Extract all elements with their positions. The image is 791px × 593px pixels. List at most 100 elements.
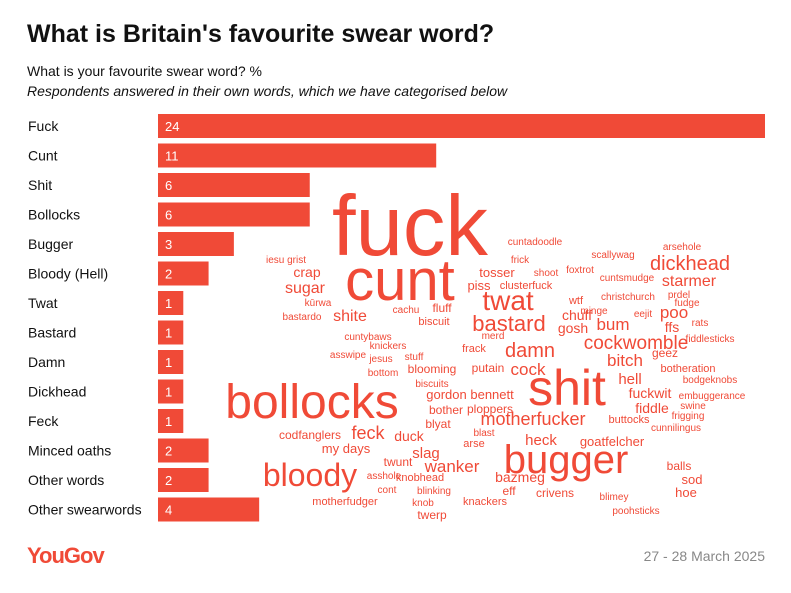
cloud-word: merd <box>482 331 505 342</box>
cloud-word: frick <box>511 255 530 266</box>
bar <box>158 261 209 286</box>
cloud-word: blinking <box>417 486 451 497</box>
cloud-word: biscuit <box>418 316 449 328</box>
cloud-word: bastardo <box>283 312 322 323</box>
cloud-word: foxtrot <box>566 265 594 276</box>
cloud-word: minge <box>580 306 608 317</box>
cloud-word: my days <box>322 441 371 456</box>
cloud-word: cont <box>378 485 397 496</box>
value-label: 1 <box>165 414 172 429</box>
cloud-word: motherfucker <box>480 409 585 429</box>
cloud-word: balls <box>667 459 692 473</box>
cloud-word: bugger <box>504 438 629 482</box>
y-tick-label: Cunt <box>28 148 58 164</box>
cloud-word: shoot <box>534 268 559 279</box>
bar <box>158 173 310 197</box>
bar <box>158 320 184 345</box>
cloud-word: bottom <box>368 368 399 379</box>
cloud-word: hoe <box>675 485 697 500</box>
cloud-word: ffs <box>665 319 680 335</box>
cloud-word: arse <box>463 438 484 450</box>
value-label: 6 <box>165 208 172 223</box>
cloud-word: knobhead <box>396 472 444 484</box>
cloud-word: motherfudger <box>312 496 378 508</box>
bar <box>158 202 310 227</box>
bar <box>158 468 209 492</box>
cloud-word: cuntybaws <box>344 332 391 343</box>
cloud-word: iesu grist <box>266 255 306 266</box>
cloud-word: embuggerance <box>679 391 746 402</box>
cloud-word: rats <box>692 318 709 329</box>
y-tick-label: Other words <box>28 472 104 488</box>
cloud-word: frack <box>462 343 486 355</box>
cloud-word: asswipe <box>330 350 367 361</box>
y-tick-label: Feck <box>28 413 59 429</box>
bar <box>158 143 437 168</box>
cloud-word: slag <box>412 445 440 462</box>
cloud-word: duck <box>394 428 425 444</box>
value-label: 4 <box>165 503 172 518</box>
cloud-word: eff <box>502 484 516 498</box>
cloud-word: wanker <box>424 457 480 476</box>
cloud-word: feck <box>351 423 385 443</box>
value-label: 3 <box>165 237 172 252</box>
cloud-word: blyat <box>425 417 451 431</box>
cloud-word: christchurch <box>601 292 655 303</box>
cloud-word: cunnilingus <box>651 423 701 434</box>
cloud-word: starmer <box>662 273 717 290</box>
cloud-word: hell <box>618 371 641 388</box>
cloud-word: crivens <box>536 486 574 500</box>
cloud-word: chuff <box>562 307 592 323</box>
cloud-word: sod <box>682 472 703 487</box>
bar <box>158 379 184 404</box>
cloud-word: crap <box>293 264 320 280</box>
value-label: 24 <box>165 119 179 134</box>
cloud-word: bother <box>429 403 463 417</box>
cloud-word: bollocks <box>225 376 398 429</box>
cloud-word: fuck <box>332 179 488 274</box>
cloud-word: eejit <box>634 309 653 320</box>
cloud-word: twat <box>482 285 534 316</box>
y-tick-label: Twat <box>28 295 58 311</box>
chart-note: Respondents answered in their own words,… <box>27 83 508 99</box>
logo: YouGov <box>27 543 105 568</box>
cloud-word: tosser <box>479 265 515 280</box>
value-label: 2 <box>165 267 172 282</box>
cloud-word: fiddlesticks <box>686 334 735 345</box>
value-label: 1 <box>165 296 172 311</box>
date: 27 - 28 March 2025 <box>644 548 766 564</box>
value-label: 1 <box>165 355 172 370</box>
value-label: 1 <box>165 326 172 341</box>
cloud-word: fudge <box>674 298 699 309</box>
cloud-word: heck <box>525 432 557 449</box>
bar <box>158 438 209 463</box>
cloud-word: goatfelcher <box>580 434 645 449</box>
cloud-word: clusterfuck <box>500 280 553 292</box>
y-tick-label: Fuck <box>28 118 59 134</box>
bar <box>158 497 260 522</box>
cloud-word: cunt <box>345 248 455 313</box>
cloud-word: poo <box>660 303 688 322</box>
cloud-word: sugar <box>285 280 326 297</box>
cloud-word: twunt <box>384 455 413 469</box>
cloud-word: cock <box>511 360 546 379</box>
y-tick-label: Damn <box>28 354 65 370</box>
cloud-word: frigging <box>672 411 705 422</box>
cloud-word: bazmeg <box>495 469 545 485</box>
cloud-word: geez <box>652 346 678 360</box>
cloud-word: knackers <box>463 496 508 508</box>
cloud-word: gordon bennett <box>426 387 514 402</box>
cloud-word: fluff <box>432 301 452 315</box>
y-tick-label: Shit <box>28 177 52 193</box>
bar <box>158 409 184 433</box>
cloud-word: knob <box>412 498 434 509</box>
cloud-word: cuntsmudge <box>600 273 655 284</box>
cloud-word: cockwomble <box>584 333 689 354</box>
y-tick-label: Bastard <box>28 325 76 341</box>
bar <box>158 291 184 315</box>
bar <box>158 350 184 374</box>
cloud-word: stuff <box>405 352 424 363</box>
y-tick-label: Bugger <box>28 236 73 252</box>
cloud-word: blast <box>473 428 494 439</box>
